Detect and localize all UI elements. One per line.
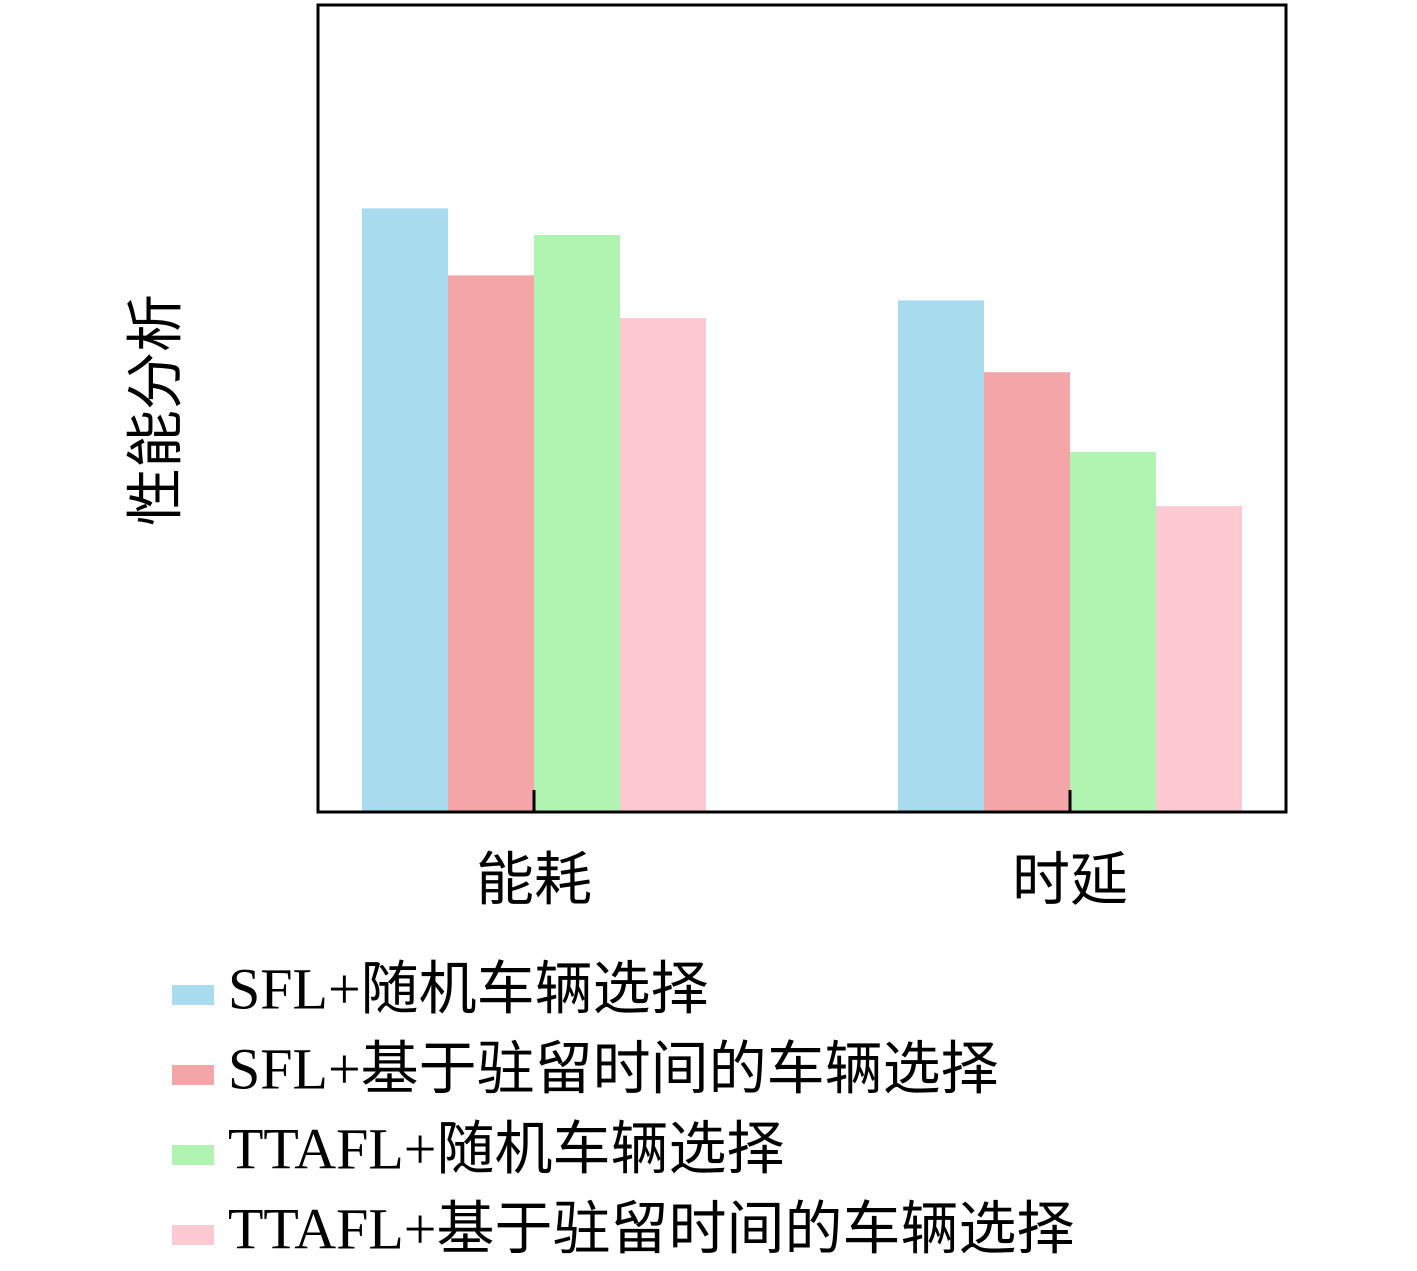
plot-frame (316, 3, 1288, 814)
bar (1070, 452, 1156, 812)
y-axis-label: 性能分析 (123, 294, 188, 526)
legend-label: TTAFL+基于驻留时间的车辆选择 (228, 1196, 1075, 1261)
bar (1156, 506, 1242, 812)
x-tick-label: 时延 (1012, 847, 1128, 912)
legend-label: SFL+基于驻留时间的车辆选择 (228, 1036, 999, 1101)
legend-swatch (172, 1065, 214, 1085)
bar (448, 275, 534, 813)
legend-swatch (172, 1225, 214, 1245)
legend-swatch (172, 985, 214, 1005)
legend-label: TTAFL+随机车辆选择 (228, 1116, 785, 1181)
bar (620, 318, 706, 812)
bar (898, 300, 984, 812)
x-tick-label: 能耗 (476, 847, 592, 912)
bar (362, 208, 448, 812)
legend-label: SFL+随机车辆选择 (228, 956, 709, 1021)
legend-swatch (172, 1145, 214, 1165)
bar (534, 234, 620, 812)
bar (984, 372, 1070, 812)
